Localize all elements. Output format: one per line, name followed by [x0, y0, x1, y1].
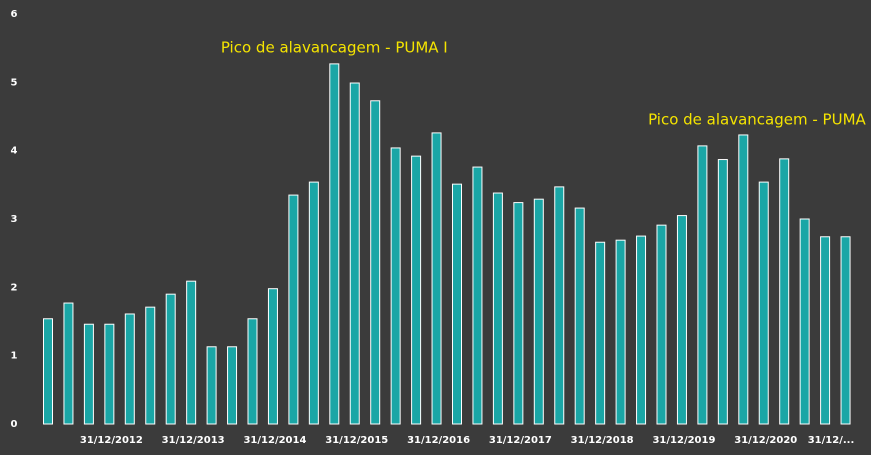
y-tick-label: 4 [11, 146, 18, 157]
x-tick-label: 31/12/2014 [243, 435, 306, 446]
bar [738, 134, 749, 425]
bar [840, 236, 851, 425]
bar [636, 235, 647, 425]
y-tick-label: 0 [11, 419, 18, 430]
bar [492, 192, 503, 425]
bar [656, 224, 667, 425]
x-tick-label: 31/12/... [808, 435, 855, 446]
bar [779, 158, 790, 425]
bar [43, 318, 53, 425]
bar [349, 82, 360, 425]
bar [308, 181, 319, 425]
y-tick-label: 5 [11, 77, 18, 88]
y-tick-label: 6 [11, 9, 18, 20]
bar [186, 280, 197, 425]
bar [411, 155, 422, 425]
bar [697, 145, 708, 425]
bar [431, 132, 442, 425]
bar [676, 215, 687, 425]
bar [717, 159, 728, 425]
y-tick-label: 1 [11, 351, 18, 362]
bar [329, 63, 340, 425]
bar [452, 183, 462, 425]
bar [574, 207, 585, 425]
x-tick-label: 31/12/2018 [571, 435, 634, 446]
bar [554, 186, 565, 425]
bar [390, 147, 401, 425]
annotation: Pico de alavancagem - PUMA I [221, 39, 448, 57]
annotation: Pico de alavancagem - PUMA II [648, 110, 871, 128]
x-tick-label: 31/12/2016 [407, 435, 470, 446]
bar [63, 302, 74, 425]
x-tick-label: 31/12/2019 [652, 435, 715, 446]
bar [124, 313, 135, 425]
bar [165, 293, 176, 425]
bar [799, 218, 810, 425]
bar [615, 239, 626, 425]
bar [758, 181, 769, 425]
y-tick-label: 2 [11, 282, 18, 293]
x-tick-label: 31/12/2017 [489, 435, 552, 446]
bar [595, 241, 606, 425]
bar [83, 323, 94, 425]
bar [227, 346, 238, 425]
x-tick-label: 31/12/2013 [162, 435, 225, 446]
x-tick-label: 31/12/2015 [325, 435, 388, 446]
bar [533, 198, 544, 425]
bar [206, 346, 217, 425]
x-tick-label: 31/12/2020 [734, 435, 797, 446]
bar [820, 236, 831, 425]
bar [370, 100, 381, 425]
bar [104, 323, 115, 425]
y-tick-label: 3 [11, 214, 18, 225]
bar [145, 306, 156, 425]
bar [267, 288, 278, 425]
x-tick-label: 31/12/2012 [80, 435, 143, 446]
bar [247, 318, 258, 425]
bar [288, 194, 299, 425]
bar [513, 202, 524, 425]
bar [472, 166, 483, 425]
